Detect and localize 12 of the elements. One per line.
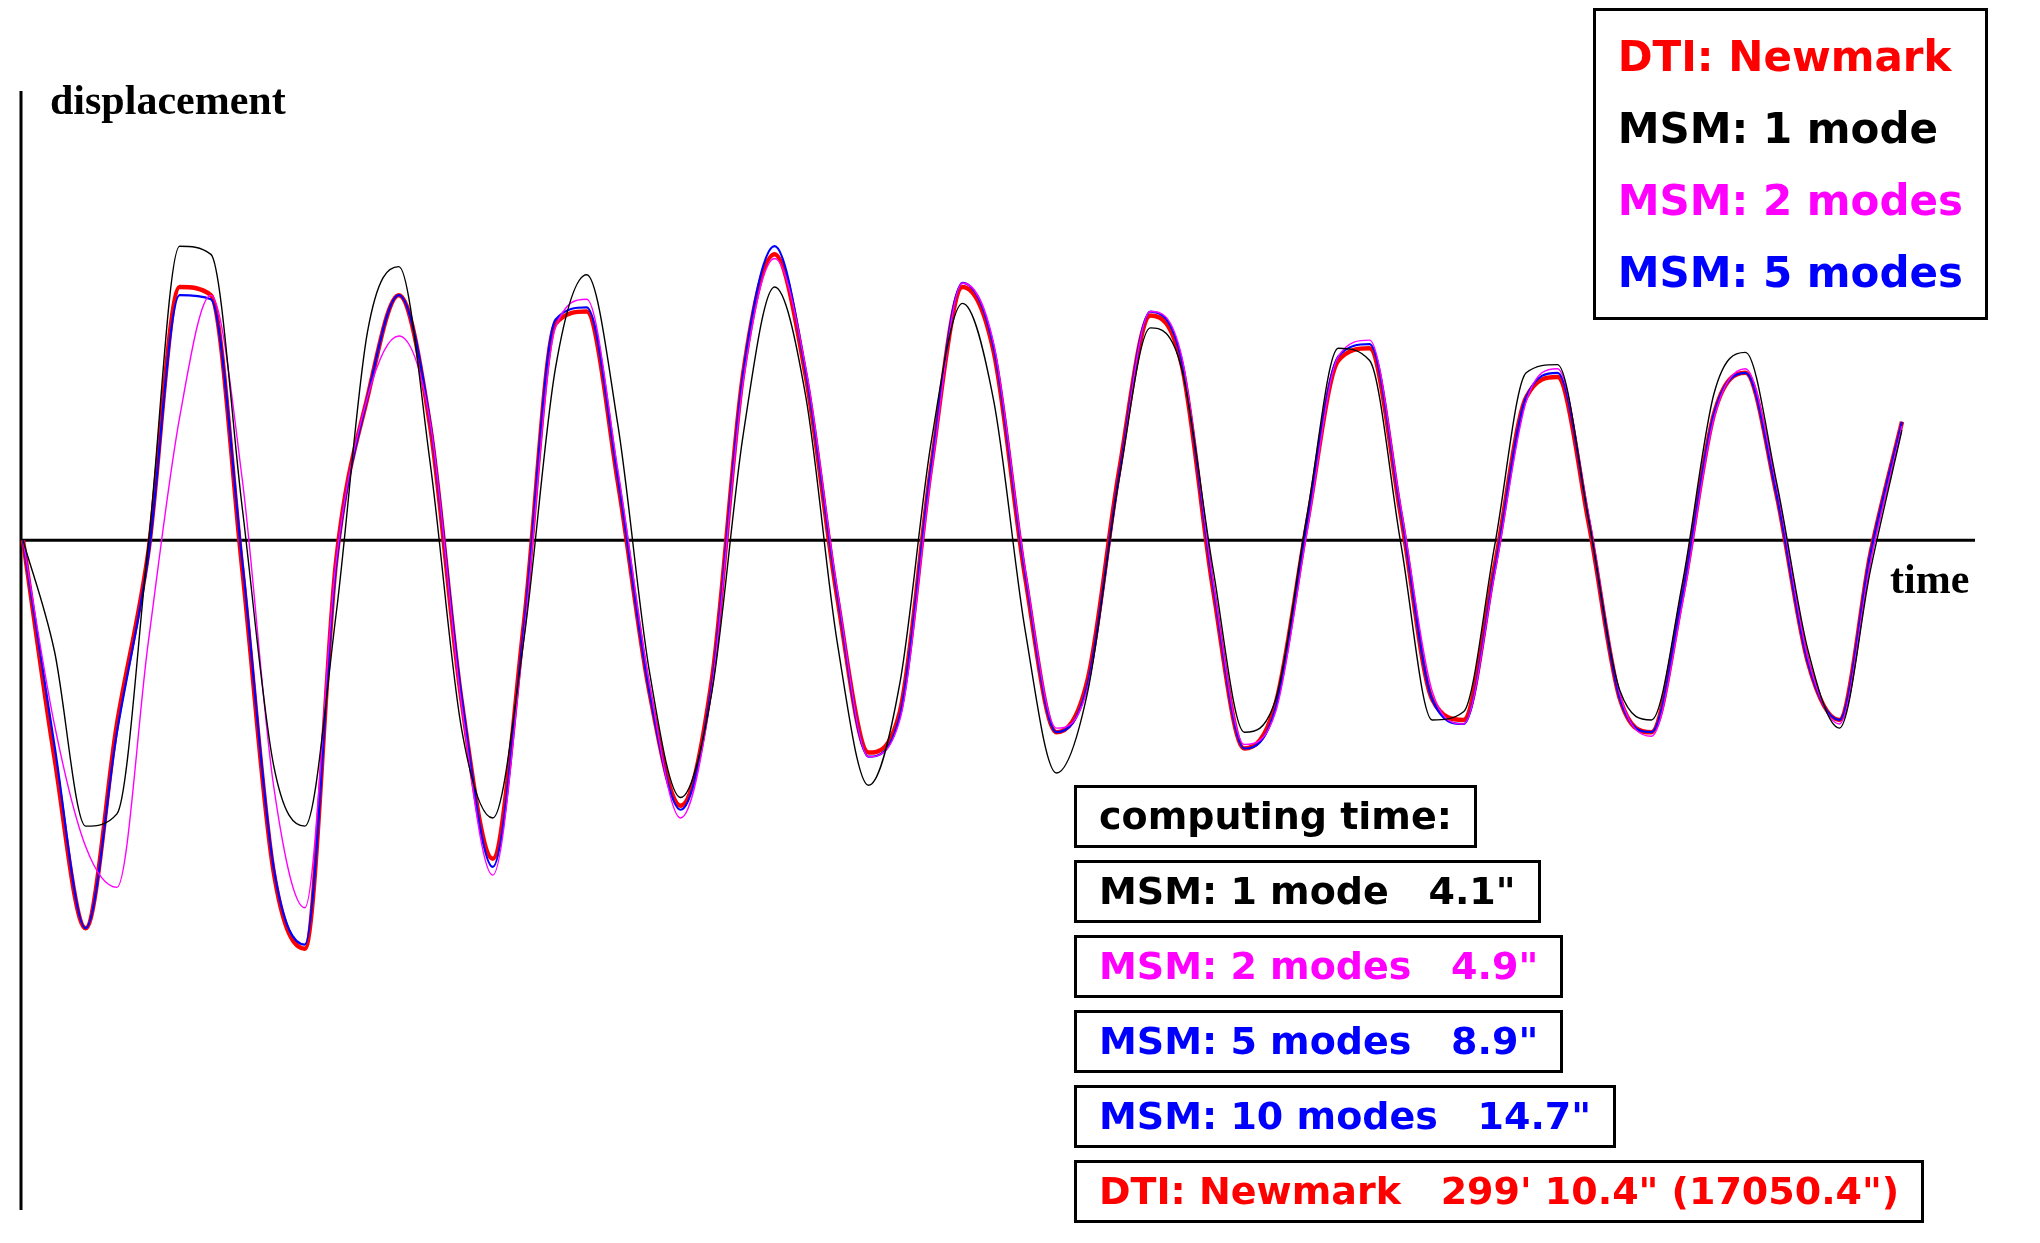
annotation: computing time: (1074, 785, 1477, 848)
text: MSM: 1 mode (1617, 103, 1939, 155)
text: MSM: 5 modes (1617, 247, 1963, 299)
annotation: MSM: 2 modes 4.9" (1074, 935, 1564, 998)
y-axis-title: displacement (50, 76, 286, 124)
text: MSM: 2 modes (1617, 175, 1963, 227)
x-axis-title: time (1890, 555, 1970, 603)
text: MSM: 5 modes 8.9" (1074, 1010, 1564, 1073)
annotation: MSM: 1 mode 4.1" (1074, 860, 1541, 923)
text: DTI: Newmark (1617, 31, 1953, 83)
text: DTI: Newmark 299' 10.4" (17050.4") (1074, 1160, 1925, 1223)
text: MSM: 10 modes 14.7" (1074, 1085, 1617, 1148)
